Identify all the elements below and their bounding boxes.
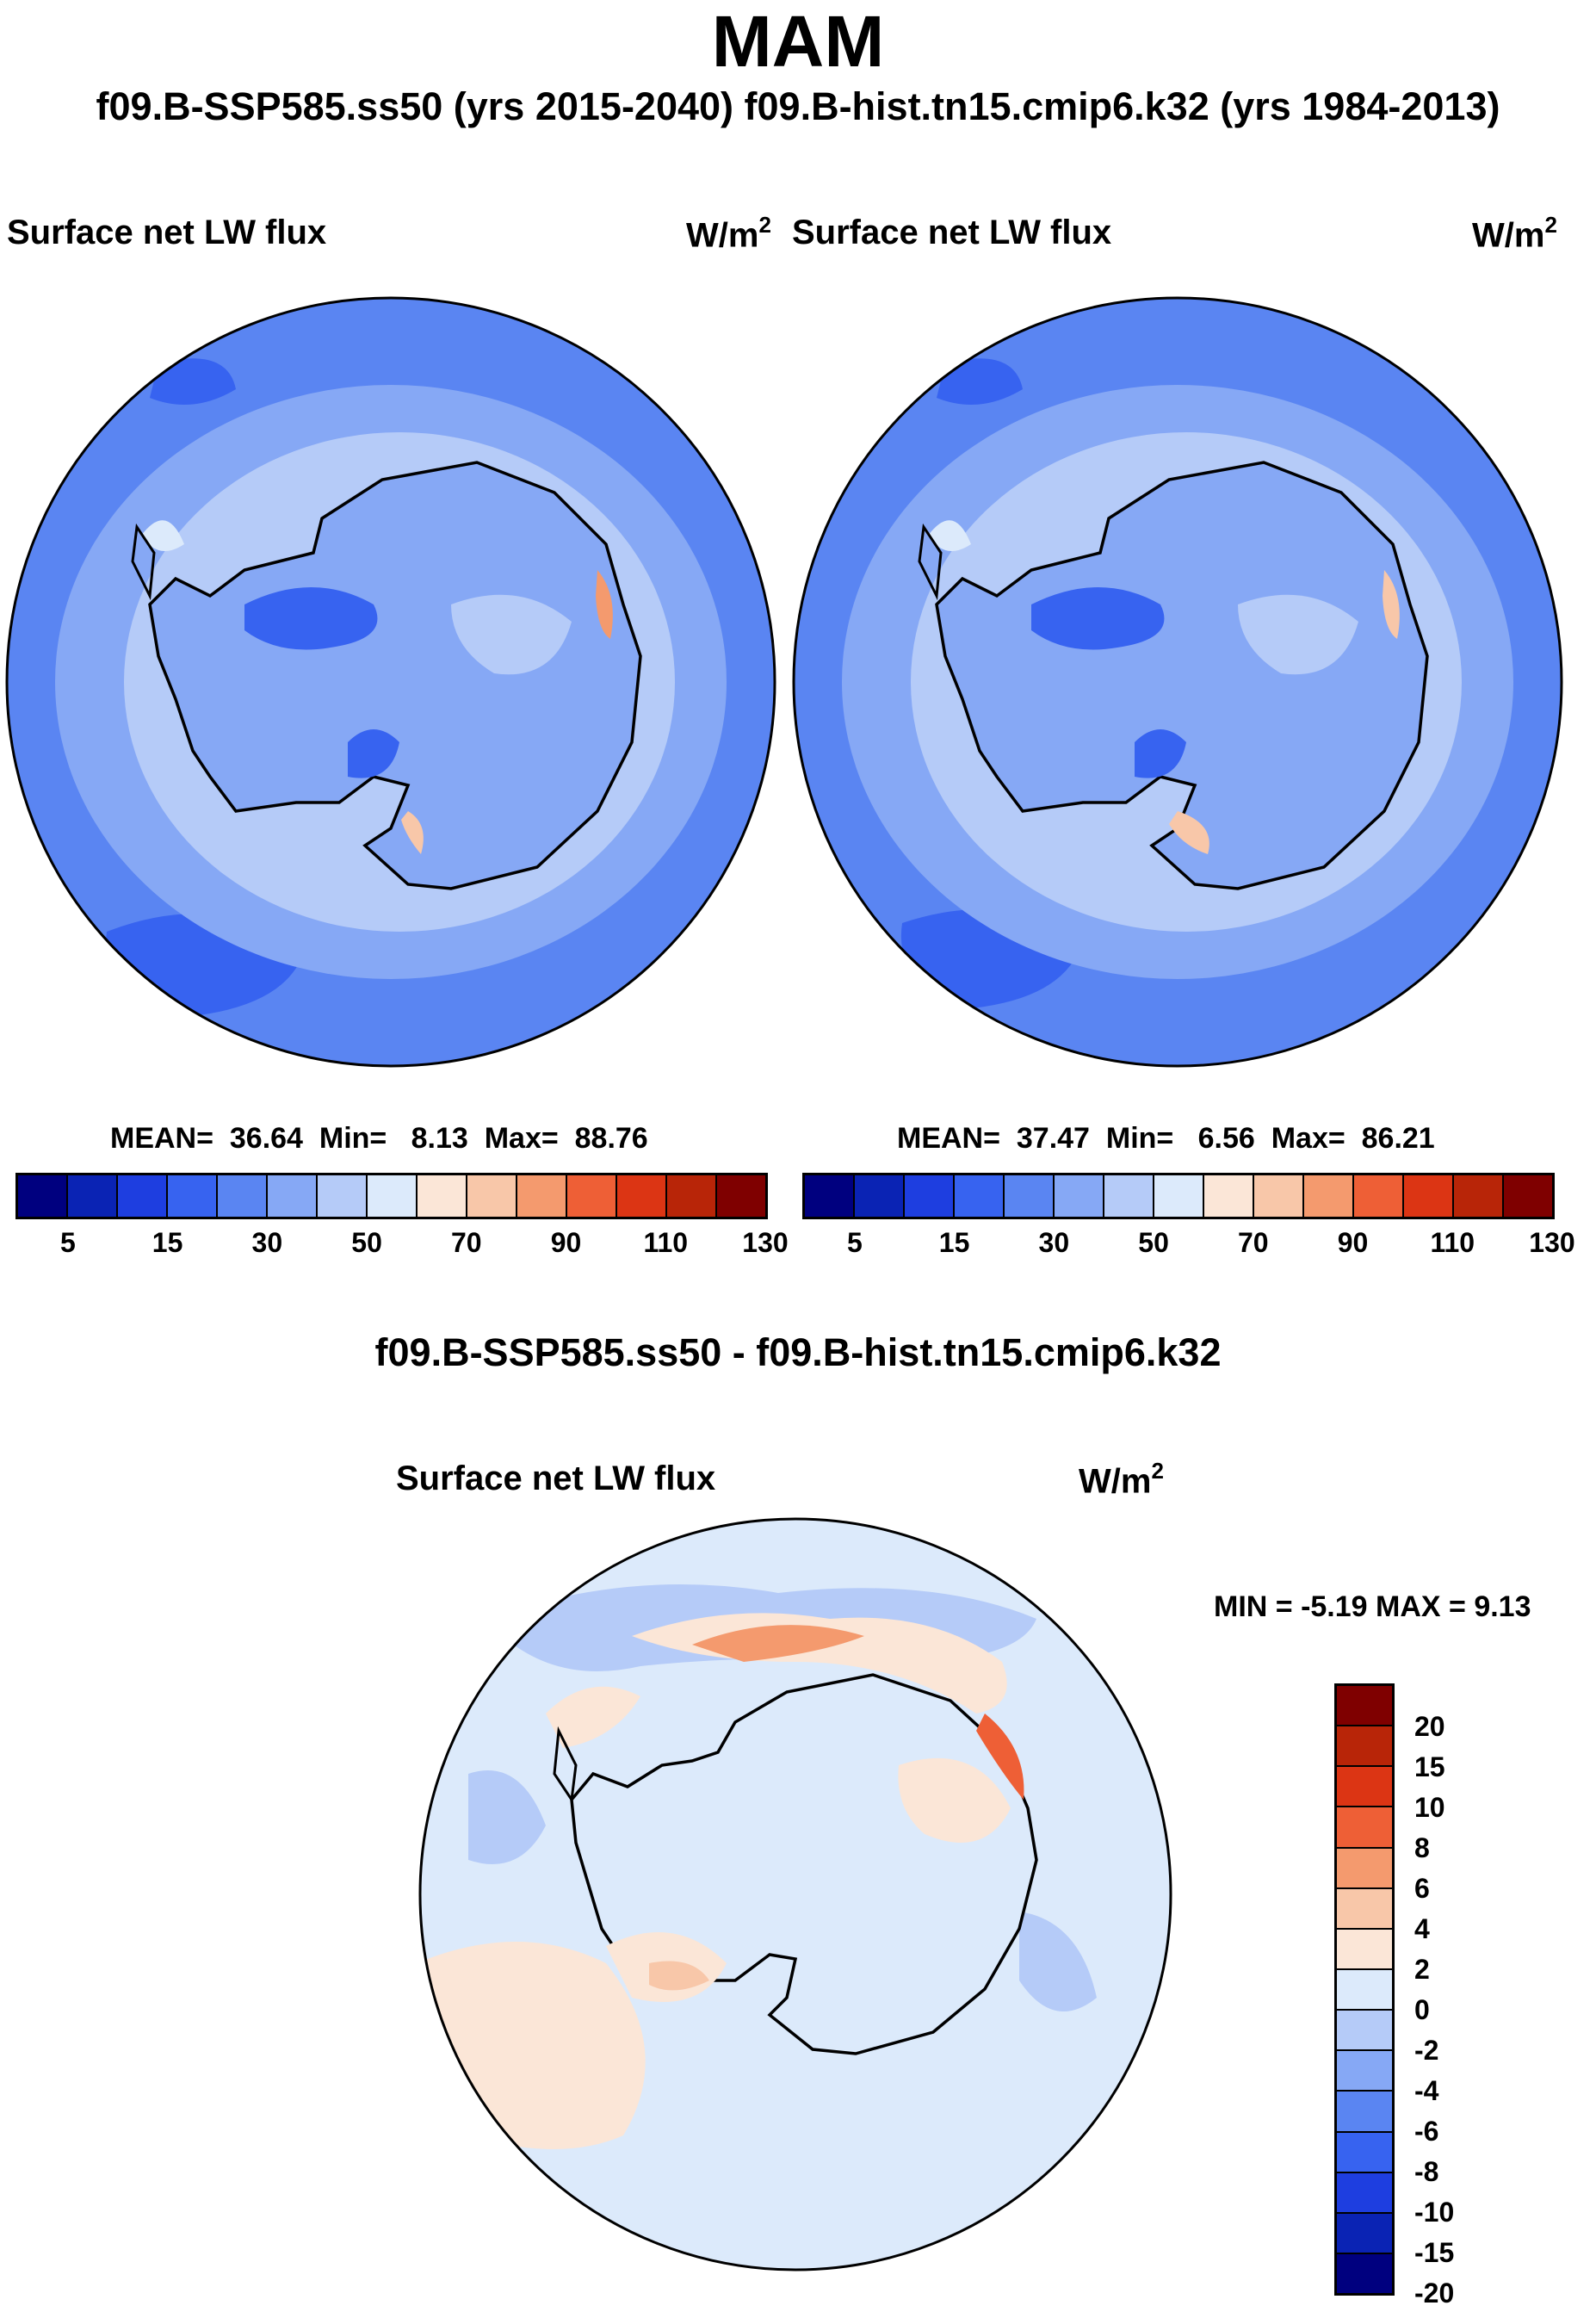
diff-minmax: MIN = -5.19 MAX = 9.13 xyxy=(1214,1590,1531,1623)
colorbar-difference-tick-label: -6 xyxy=(1414,2116,1439,2147)
colorbar-difference-box xyxy=(1337,2051,1392,2092)
colorbar-panel-2-tick-label: 5 xyxy=(846,1227,863,1258)
panel1-stats: MEAN= 36.64 Min= 8.13 Max= 88.76 xyxy=(110,1122,648,1155)
colorbar-panel-2-box xyxy=(1354,1175,1404,1217)
colorbar-panel-2-box xyxy=(1454,1175,1504,1217)
colorbar-difference-box xyxy=(1337,1929,1392,1970)
colorbar-panel-1-box xyxy=(118,1175,168,1217)
figure-subtitle: f09.B-SSP585.ss50 (yrs 2015-2040) f09.B-… xyxy=(96,84,1500,128)
colorbar-difference-box xyxy=(1337,2253,1392,2294)
colorbar-panel-1-box xyxy=(168,1175,218,1217)
colorbar-difference-tick-label: -2 xyxy=(1414,2035,1439,2066)
colorbar-difference-tick-label: -20 xyxy=(1414,2278,1455,2309)
colorbar-panel-2-tick-label: 30 xyxy=(1038,1227,1070,1258)
colorbar-difference-box xyxy=(1337,1767,1392,1808)
figure-title: MAM xyxy=(711,1,885,82)
diff-unit: W/m2 xyxy=(1079,1458,1164,1501)
colorbar-panel-2-box xyxy=(955,1175,1005,1217)
colorbar-panel-2-box xyxy=(1005,1175,1055,1217)
panel1-label: Surface net LW flux xyxy=(7,214,327,251)
colorbar-difference-tick-label: 10 xyxy=(1414,1792,1445,1823)
colorbar-difference-tick-label: 0 xyxy=(1414,1994,1430,2025)
colorbar-panel-2-tick-label: 130 xyxy=(1529,1227,1575,1258)
colorbar-panel-2-box xyxy=(1104,1175,1154,1217)
panel2-unit: W/m2 xyxy=(1472,212,1557,255)
colorbar-panel-1-box xyxy=(717,1175,765,1217)
colorbar-difference-tick-label: 4 xyxy=(1414,1913,1430,1944)
colorbar-panel-1-tick-label: 130 xyxy=(742,1227,789,1258)
map-panel-1 xyxy=(5,296,776,1068)
colorbar-panel-1-tick-label: 30 xyxy=(251,1227,283,1258)
colorbar-panel-1-box xyxy=(517,1175,567,1217)
colorbar-panel-2-box xyxy=(855,1175,905,1217)
colorbar-panel-1-box xyxy=(318,1175,368,1217)
colorbar-panel-2-box xyxy=(1254,1175,1304,1217)
colorbar-difference-box xyxy=(1337,2172,1392,2214)
colorbar-difference-tick-label: 15 xyxy=(1414,1751,1445,1782)
colorbar-panel-2-box xyxy=(1204,1175,1254,1217)
colorbar-panel-2-box xyxy=(1304,1175,1354,1217)
colorbar-difference-tick-label: 8 xyxy=(1414,1832,1430,1863)
colorbar-panel-1-box xyxy=(18,1175,68,1217)
colorbar-panel-1-tick-label: 110 xyxy=(643,1227,689,1258)
colorbar-difference-tick-label: -4 xyxy=(1414,2075,1439,2106)
colorbar-difference-tick-label: -15 xyxy=(1414,2237,1455,2268)
colorbar-difference-tick-label: 2 xyxy=(1414,1954,1430,1985)
colorbar-panel-1-tick-label: 15 xyxy=(152,1227,183,1258)
colorbar-difference-box xyxy=(1337,1888,1392,1930)
colorbar-difference-box xyxy=(1337,1848,1392,1889)
panel2-label: Surface net LW flux xyxy=(792,214,1112,251)
colorbar-panel-2-box xyxy=(1055,1175,1104,1217)
colorbar-panel-2-box xyxy=(1404,1175,1454,1217)
colorbar-difference-box xyxy=(1337,1726,1392,1768)
colorbar-panel-1-box xyxy=(68,1175,118,1217)
colorbar-panel-2-box xyxy=(805,1175,855,1217)
colorbar-panel-2-box xyxy=(1154,1175,1204,1217)
panel2-stats: MEAN= 37.47 Min= 6.56 Max= 86.21 xyxy=(897,1122,1435,1155)
colorbar-panel-1-box xyxy=(418,1175,467,1217)
colorbar-panel-1-box xyxy=(667,1175,717,1217)
colorbar-panel-2-tick-label: 50 xyxy=(1138,1227,1169,1258)
colorbar-panel-2 xyxy=(802,1173,1555,1219)
colorbar-panel-1-box xyxy=(467,1175,517,1217)
colorbar-panel-1-tick-label: 5 xyxy=(59,1227,76,1258)
colorbar-panel-1-box xyxy=(368,1175,418,1217)
colorbar-difference-tick-label: -10 xyxy=(1414,2197,1455,2228)
colorbar-panel-1-tick-label: 50 xyxy=(351,1227,382,1258)
map-panel-2 xyxy=(792,296,1563,1068)
colorbar-panel-2-tick-label: 90 xyxy=(1337,1227,1369,1258)
colorbar-panel-2-box xyxy=(905,1175,955,1217)
colorbar-difference-box xyxy=(1337,1686,1392,1727)
colorbar-panel-1-box xyxy=(617,1175,667,1217)
panel1-unit: W/m2 xyxy=(686,212,771,255)
colorbar-difference-box xyxy=(1337,2092,1392,2133)
colorbar-panel-1-tick-label: 70 xyxy=(451,1227,482,1258)
colorbar-panel-1-box xyxy=(567,1175,617,1217)
colorbar-difference-box xyxy=(1337,2011,1392,2052)
colorbar-panel-1-box xyxy=(268,1175,318,1217)
colorbar-difference-box xyxy=(1337,1807,1392,1849)
colorbar-difference-tick-label: -8 xyxy=(1414,2156,1439,2187)
colorbar-difference-box xyxy=(1337,2213,1392,2254)
map-difference xyxy=(418,1517,1172,2272)
colorbar-panel-1-box xyxy=(218,1175,268,1217)
colorbar-panel-1 xyxy=(15,1173,768,1219)
colorbar-panel-1-tick-label: 90 xyxy=(550,1227,582,1258)
diff-label: Surface net LW flux xyxy=(396,1460,716,1497)
colorbar-difference xyxy=(1334,1683,1395,2296)
colorbar-panel-2-tick-label: 70 xyxy=(1238,1227,1269,1258)
diff-title: f09.B-SSP585.ss50 - f09.B-hist.tn15.cmip… xyxy=(374,1330,1222,1374)
colorbar-panel-2-tick-label: 110 xyxy=(1430,1227,1475,1258)
colorbar-difference-tick-label: 6 xyxy=(1414,1873,1430,1904)
colorbar-panel-2-tick-label: 15 xyxy=(938,1227,970,1258)
colorbar-difference-box xyxy=(1337,2132,1392,2173)
colorbar-panel-2-box xyxy=(1504,1175,1552,1217)
colorbar-difference-box xyxy=(1337,1969,1392,2011)
colorbar-difference-tick-label: 20 xyxy=(1414,1711,1445,1742)
